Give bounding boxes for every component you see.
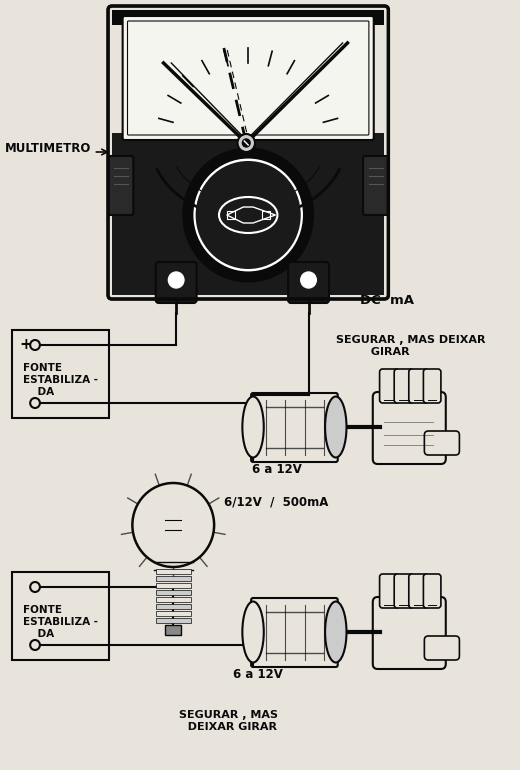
Ellipse shape (242, 601, 264, 662)
Bar (11, 572, 109, 660)
Ellipse shape (325, 397, 346, 457)
Text: DC  mA: DC mA (360, 293, 414, 306)
Text: MULTIMETRO: MULTIMETRO (5, 142, 91, 155)
Bar (262, 211, 269, 219)
Circle shape (133, 483, 214, 567)
Bar (112, 10, 384, 25)
Bar (155, 618, 191, 623)
Bar (112, 133, 384, 295)
Text: 6/12V  /  500mA: 6/12V / 500mA (224, 495, 328, 508)
Circle shape (301, 272, 316, 288)
FancyBboxPatch shape (123, 16, 374, 140)
Circle shape (238, 134, 255, 152)
FancyBboxPatch shape (155, 262, 197, 303)
Bar (155, 597, 191, 602)
FancyBboxPatch shape (373, 597, 446, 669)
FancyBboxPatch shape (424, 431, 459, 455)
Circle shape (30, 340, 40, 350)
Text: FONTE
ESTABILIZA -
    DA: FONTE ESTABILIZA - DA (23, 363, 98, 397)
Circle shape (30, 582, 40, 592)
FancyBboxPatch shape (394, 369, 413, 403)
Text: +: + (19, 336, 32, 351)
Circle shape (168, 272, 184, 288)
FancyBboxPatch shape (409, 369, 428, 403)
Circle shape (196, 161, 301, 269)
Text: SEGURAR , MAS DEIXAR
         GIRAR: SEGURAR , MAS DEIXAR GIRAR (336, 335, 485, 357)
FancyBboxPatch shape (251, 393, 338, 462)
Bar (165, 625, 181, 635)
FancyBboxPatch shape (373, 392, 446, 464)
Ellipse shape (325, 601, 346, 662)
Bar (155, 569, 191, 574)
Ellipse shape (242, 397, 264, 457)
Bar (155, 576, 191, 581)
FancyBboxPatch shape (424, 636, 459, 660)
Bar (155, 590, 191, 595)
Circle shape (30, 640, 40, 650)
FancyBboxPatch shape (251, 598, 338, 667)
Text: 6 a 12V: 6 a 12V (233, 668, 283, 681)
Bar (155, 583, 191, 588)
FancyBboxPatch shape (380, 574, 399, 608)
Text: FONTE
ESTABILIZA -
    DA: FONTE ESTABILIZA - DA (23, 605, 98, 638)
Text: SEGURAR , MAS
  DEIXAR GIRAR: SEGURAR , MAS DEIXAR GIRAR (179, 710, 278, 732)
FancyBboxPatch shape (380, 369, 399, 403)
Bar (11, 330, 109, 418)
Circle shape (188, 153, 308, 277)
FancyBboxPatch shape (108, 156, 133, 215)
FancyBboxPatch shape (288, 262, 329, 303)
FancyBboxPatch shape (394, 574, 413, 608)
FancyBboxPatch shape (423, 369, 441, 403)
Bar (155, 604, 191, 609)
Bar (155, 611, 191, 616)
Text: 6 a 12V: 6 a 12V (252, 463, 302, 476)
FancyBboxPatch shape (363, 156, 388, 215)
Circle shape (30, 398, 40, 408)
Bar (227, 211, 235, 219)
Circle shape (183, 148, 314, 282)
FancyBboxPatch shape (423, 574, 441, 608)
Circle shape (242, 139, 250, 147)
FancyBboxPatch shape (409, 574, 428, 608)
